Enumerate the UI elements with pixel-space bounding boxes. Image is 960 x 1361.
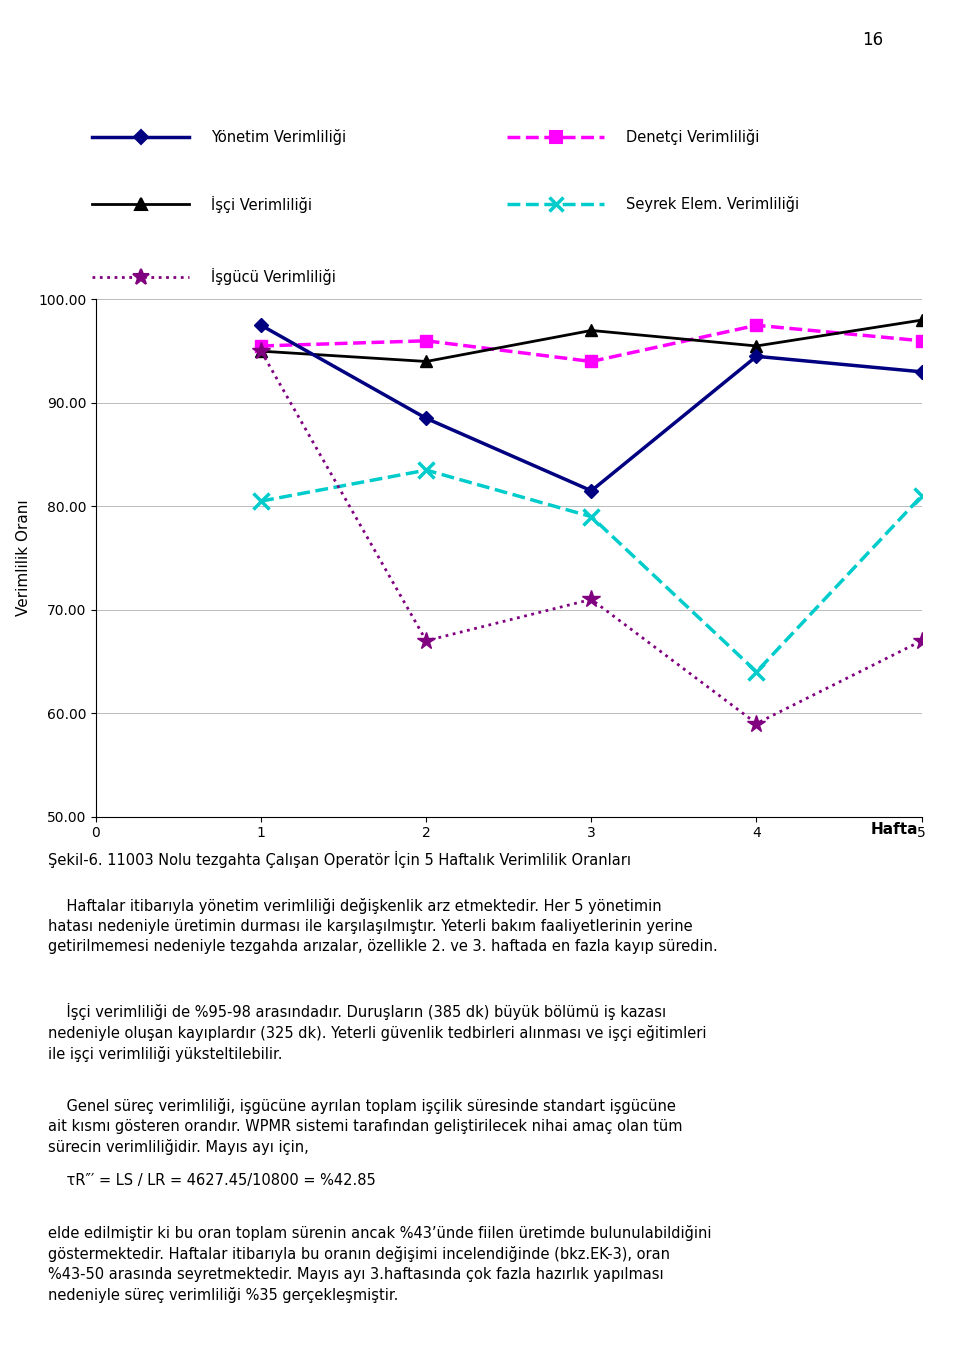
Text: Genel süreç verimliliği, işgücüne ayrılan toplam işçilik süresinde standart işgü: Genel süreç verimliliği, işgücüne ayrıla…	[48, 1098, 683, 1155]
Text: Denetçi Verimliliği: Denetçi Verimliliği	[627, 129, 760, 146]
Text: τR″′ = LS / LR = 4627.45/10800 = %42.85: τR″′ = LS / LR = 4627.45/10800 = %42.85	[48, 1173, 375, 1188]
Text: Yönetim Verimliliği: Yönetim Verimliliği	[211, 129, 347, 146]
Text: İşçi Verimliliği: İşçi Verimliliği	[211, 196, 312, 212]
Text: Haftalar itibarıyla yönetim verimliliği değişkenlik arz etmektedir. Her 5 yöneti: Haftalar itibarıyla yönetim verimliliği …	[48, 898, 718, 954]
Y-axis label: Verimlilik Oranı: Verimlilik Oranı	[16, 499, 31, 617]
Text: İşçi verimliliği de %95-98 arasındadır. Duruşların (385 dk) büyük bölümü iş kaza: İşçi verimliliği de %95-98 arasındadır. …	[48, 1003, 707, 1063]
Text: 16: 16	[862, 31, 883, 49]
Text: elde edilmiştir ki bu oran toplam sürenin ancak %43’ünde fiilen üretimde bulunul: elde edilmiştir ki bu oran toplam süreni…	[48, 1225, 711, 1302]
Text: Hafta: Hafta	[871, 822, 919, 837]
Text: Şekil-6. 11003 Nolu tezgahta Çalışan Operatör İçin 5 Haftalık Verimlilik Oranlar: Şekil-6. 11003 Nolu tezgahta Çalışan Ope…	[48, 851, 631, 868]
Text: Seyrek Elem. Verimliliği: Seyrek Elem. Verimliliği	[627, 196, 800, 212]
Text: İşgücü Verimliliği: İşgücü Verimliliği	[211, 268, 336, 284]
